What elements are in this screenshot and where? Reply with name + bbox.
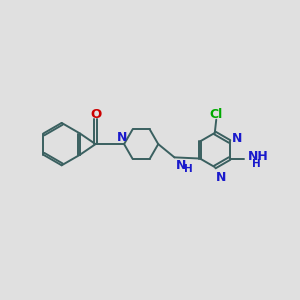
Text: N: N	[176, 159, 186, 172]
Text: N: N	[232, 132, 242, 145]
Text: N: N	[116, 131, 127, 144]
Text: O: O	[90, 108, 101, 121]
Text: H: H	[184, 164, 193, 174]
Text: Cl: Cl	[210, 108, 223, 121]
Text: N: N	[216, 172, 226, 184]
Text: NH: NH	[248, 150, 268, 163]
Text: H: H	[252, 159, 261, 169]
